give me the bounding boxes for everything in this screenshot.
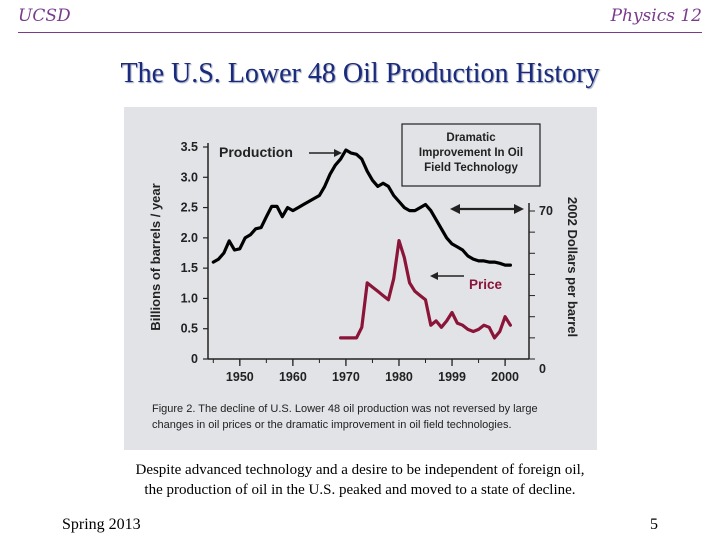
annotation-line-2: Improvement In Oil <box>419 147 523 159</box>
left-axis-ticks: 0 0.5 1.0 1.5 2.0 2.5 3.0 3.5 <box>181 140 208 366</box>
annotation-line-1: Dramatic <box>446 132 496 144</box>
slide-title: The U.S. Lower 48 Oil Production History <box>120 58 600 89</box>
production-label-arrow <box>309 149 342 157</box>
annotation-line-3: Field Technology <box>424 162 518 174</box>
left-axis-label: Billions of barrels / year <box>148 183 163 330</box>
x-tick-label: 2000 <box>491 370 519 384</box>
left-tick-label: 1.0 <box>181 291 198 305</box>
left-tick-label: 0 <box>191 352 198 366</box>
right-axis-label: 2002 Dollars per barrel <box>565 197 580 337</box>
x-axis-ticks: 1950 1960 1970 1980 1999 2000 <box>212 359 519 384</box>
left-tick-label: 2.5 <box>181 201 198 215</box>
right-tick-label: 70 <box>539 204 553 218</box>
left-tick-label: 3.0 <box>181 170 198 184</box>
x-tick-label: 1970 <box>332 370 360 384</box>
x-tick-label: 1980 <box>385 370 413 384</box>
price-label-arrow <box>430 272 464 280</box>
body-text-line-2: the production of oil in the U.S. peaked… <box>144 482 576 498</box>
footer-page-number: 5 <box>650 516 658 533</box>
price-series-line <box>339 239 512 340</box>
left-tick-label: 3.5 <box>181 140 198 154</box>
left-tick-label: 1.5 <box>181 261 198 275</box>
chart-series <box>211 148 512 340</box>
right-axis-ticks: 0 70 <box>539 204 553 376</box>
annotation-box: Dramatic Improvement In Oil Field Techno… <box>401 123 541 187</box>
figure-caption: Figure 2. The decline of U.S. Lower 48 o… <box>152 403 538 431</box>
footer-term: Spring 2013 <box>62 516 141 533</box>
production-series-line <box>211 148 512 267</box>
production-series-label: Production <box>219 144 293 160</box>
header-course: Physics 12 <box>610 6 702 26</box>
left-tick-label: 2.0 <box>181 231 198 245</box>
header-divider <box>18 32 702 33</box>
slide-body-text: Despite advanced technology and a desire… <box>0 460 720 500</box>
price-series-label: Price <box>469 277 503 292</box>
x-tick-label: 1999 <box>438 370 466 384</box>
right-tick-label: 0 <box>539 362 546 376</box>
oil-production-chart: 00.51.01.52.02.53.03.5 070 1950 1960 1970 1… <box>148 123 580 384</box>
body-text-line-1: Despite advanced technology and a desire… <box>135 462 585 478</box>
x-tick-label: 1960 <box>279 370 307 384</box>
x-tick-label: 1950 <box>226 370 254 384</box>
chart-axes <box>207 143 535 360</box>
left-tick-label: 0.5 <box>181 322 198 336</box>
annotation-arrow <box>450 204 524 214</box>
figure-panel: 0 0.5 1.0 1.5 2.0 2.5 3.0 3.5 0 70 1950 1960 1970 1… <box>124 107 597 450</box>
header-org: UCSD <box>18 6 71 26</box>
